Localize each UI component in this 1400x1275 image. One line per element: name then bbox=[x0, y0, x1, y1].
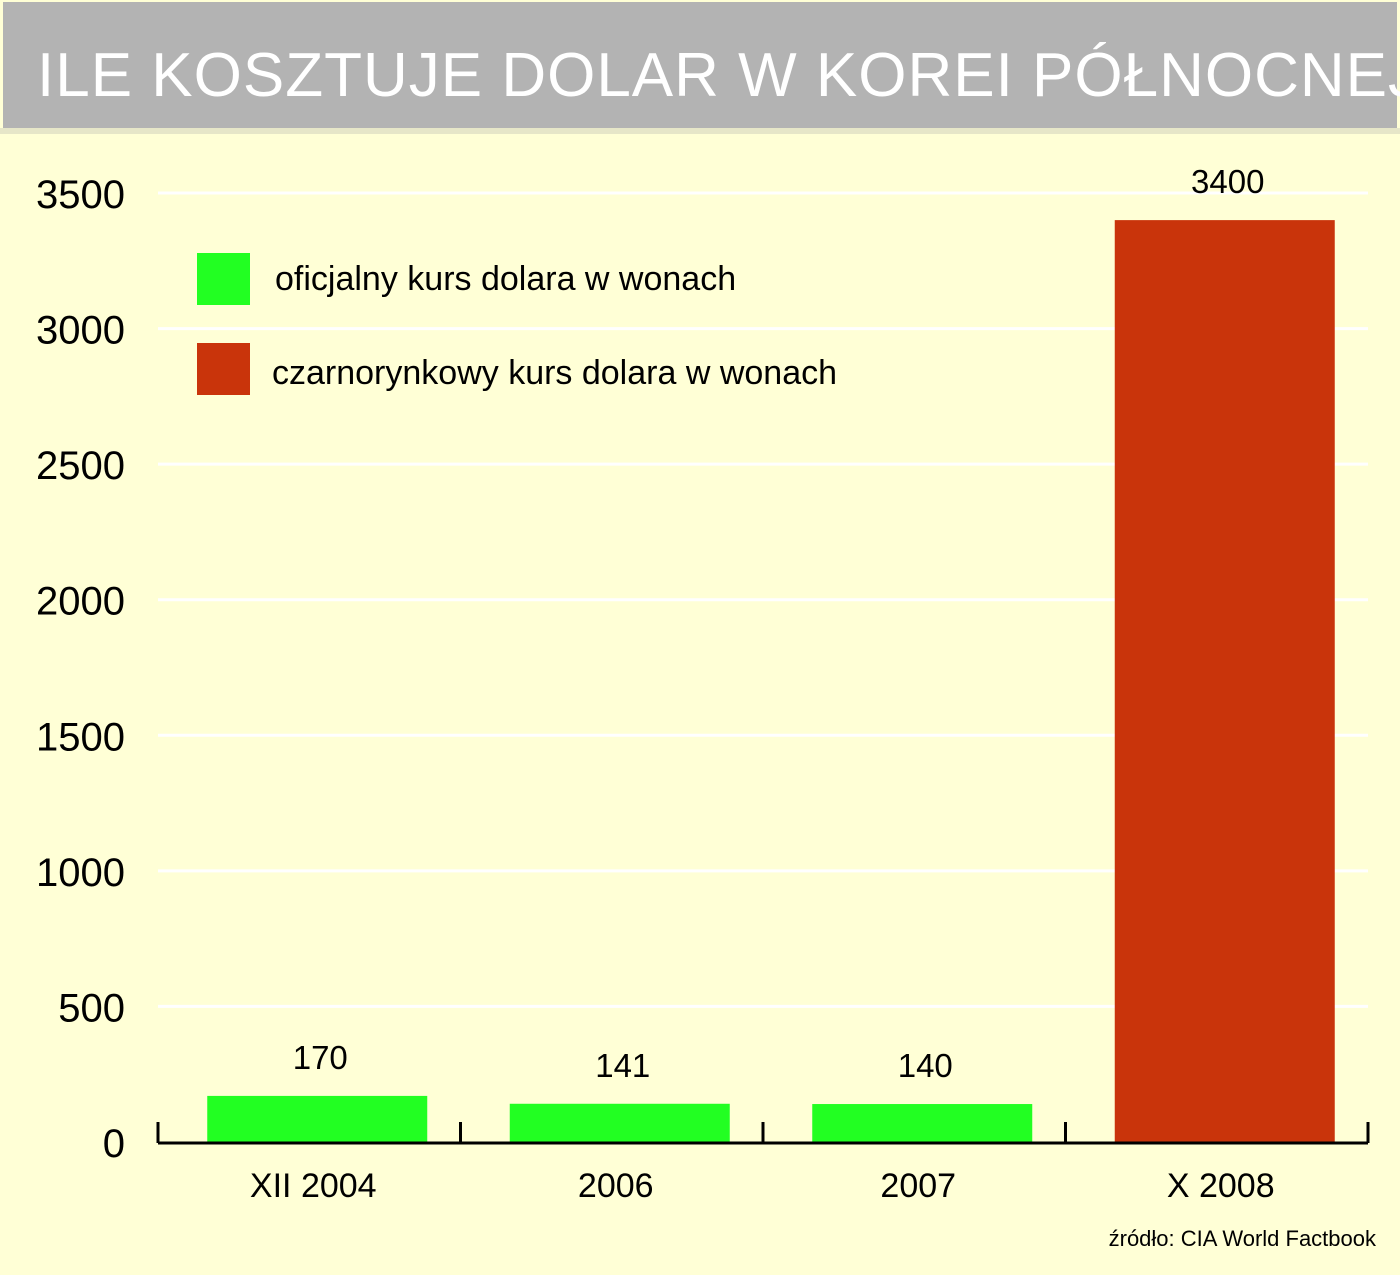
chart-title: ILE KOSZTUJE DOLAR W KOREI PÓŁNOCNEJ bbox=[37, 41, 1400, 110]
x-axis bbox=[156, 1122, 1370, 1145]
x-tick-label: XII 2004 bbox=[250, 1167, 377, 1205]
bar bbox=[812, 1104, 1033, 1142]
y-tick-label: 3000 bbox=[36, 309, 125, 353]
data-label: 3400 bbox=[1191, 163, 1264, 200]
legend-label: czarnorynkowy kurs dolara w wonach bbox=[272, 354, 837, 392]
legend-swatch bbox=[197, 253, 250, 305]
y-tick-label: 1000 bbox=[36, 851, 125, 895]
x-tick-label: X 2008 bbox=[1167, 1167, 1275, 1205]
title-shadow bbox=[0, 128, 1400, 134]
x-tick-label: 2007 bbox=[880, 1167, 956, 1205]
bar bbox=[1114, 220, 1335, 1143]
bars bbox=[207, 220, 1335, 1143]
data-label: 141 bbox=[595, 1047, 650, 1084]
y-tick-label: 0 bbox=[103, 1122, 125, 1166]
y-axis-ticks: 0 500 1000 1500 2000 2500 3000 3500 bbox=[36, 173, 125, 1166]
title-bar: ILE KOSZTUJE DOLAR W KOREI PÓŁNOCNEJ bbox=[3, 2, 1400, 128]
data-label: 140 bbox=[898, 1047, 953, 1084]
y-tick-label: 3500 bbox=[36, 173, 125, 217]
y-tick-label: 2500 bbox=[36, 444, 125, 488]
y-tick-label: 500 bbox=[58, 986, 125, 1030]
source-note: źródło: CIA World Factbook bbox=[1109, 1226, 1377, 1251]
legend-swatch bbox=[197, 343, 250, 395]
data-labels: 170 141 140 3400 bbox=[293, 163, 1265, 1084]
bar bbox=[207, 1095, 428, 1142]
x-axis-ticks: XII 2004 2006 2007 X 2008 bbox=[250, 1167, 1275, 1205]
y-tick-label: 1500 bbox=[36, 715, 125, 759]
data-label: 170 bbox=[293, 1039, 348, 1076]
legend: oficjalny kurs dolara w wonach czarnorynk… bbox=[197, 253, 837, 395]
bar bbox=[509, 1103, 730, 1142]
legend-label: oficjalny kurs dolara w wonach bbox=[275, 260, 736, 298]
y-tick-label: 2000 bbox=[36, 580, 125, 624]
x-tick-label: 2006 bbox=[578, 1167, 654, 1205]
